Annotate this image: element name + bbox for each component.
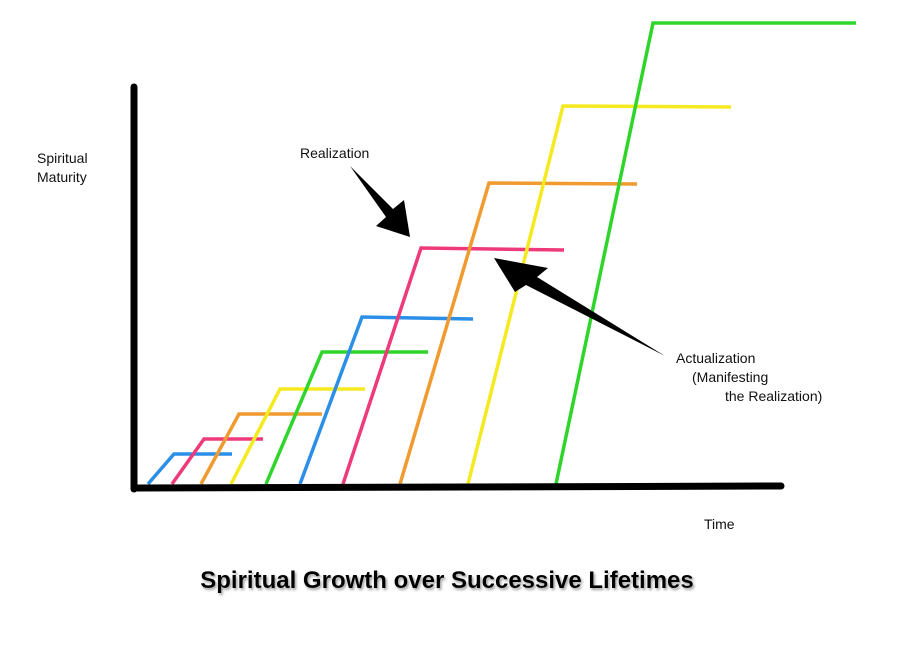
title: Spiritual Growth over Successive Lifetim… [200,567,694,594]
step [466,104,732,485]
realization-arrow [350,166,410,237]
actualization-arrow [494,258,665,356]
x-axis-label: Time [704,516,735,532]
annotation: Realization [300,145,369,161]
step [229,387,365,485]
step [146,452,232,486]
step [398,181,638,485]
x-axis [132,482,785,492]
y-axis-label: Spiritual [37,150,88,166]
step [170,437,263,486]
y-axis-label: Maturity [37,169,87,185]
step [298,315,474,485]
annotation: (Manifesting [692,369,768,385]
growth-steps [146,21,856,486]
step [264,350,428,485]
step [554,21,856,485]
step [341,246,565,485]
annotation: the Realization) [725,388,822,404]
annotation: Actualization [676,350,755,366]
